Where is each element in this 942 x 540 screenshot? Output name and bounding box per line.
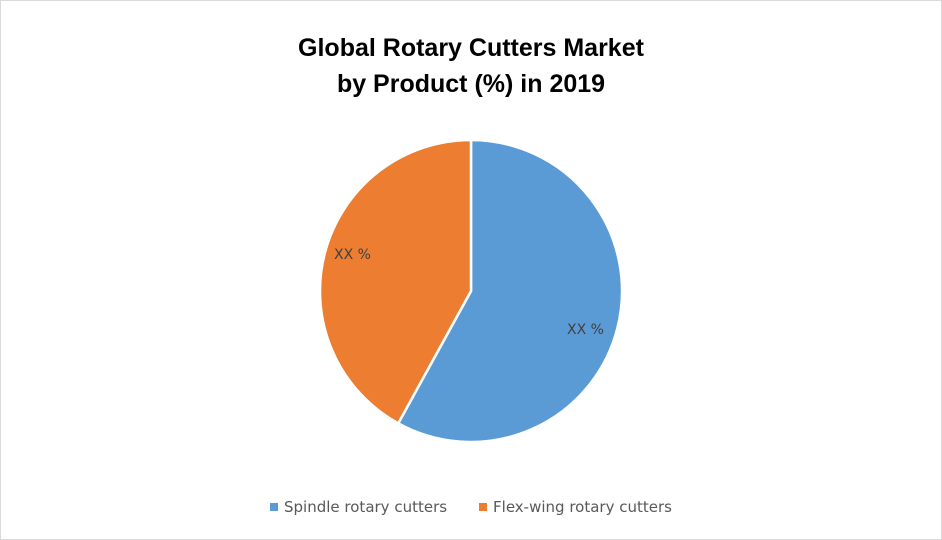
legend-item-flex-wing: Flex-wing rotary cutters — [479, 498, 672, 516]
data-label-spindle: XX % — [567, 322, 604, 338]
pie-slice-flex-wing — [318, 138, 473, 426]
chart-title-line-2: by Product (%) in 2019 — [336, 70, 606, 98]
legend-swatch-flex-wing — [479, 503, 488, 511]
chart-title: Global Rotary Cutters Market by Product … — [0, 30, 942, 102]
data-label-flex-wing: XX % — [334, 247, 371, 263]
legend-item-spindle: Spindle rotary cutters — [270, 498, 447, 516]
legend-label-spindle: Spindle rotary cutters — [284, 498, 448, 516]
legend-swatch-spindle — [270, 503, 279, 511]
pie-slice-spindle — [396, 138, 624, 444]
legend-label-flex-wing: Flex-wing rotary cutters — [493, 498, 672, 516]
chart-title-line-1: Global Rotary Cutters Market — [298, 34, 644, 62]
legend: Spindle rotary cutters Flex-wing rotary … — [0, 498, 942, 516]
